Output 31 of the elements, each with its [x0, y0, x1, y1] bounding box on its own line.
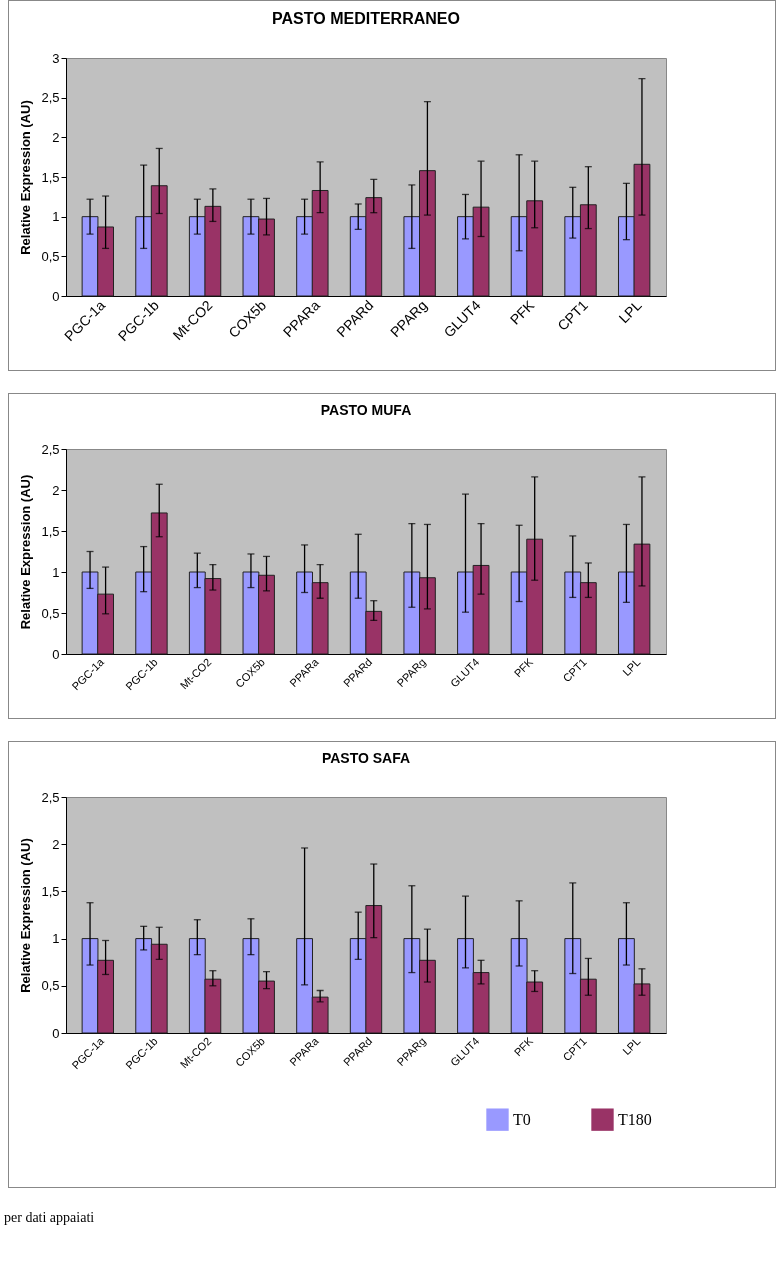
- x-tick-label: LPL: [615, 296, 645, 327]
- legend-label: T180: [618, 1110, 652, 1128]
- legend-label: T0: [513, 1110, 531, 1128]
- chart-title: PASTO MUFA: [320, 402, 412, 418]
- y-tick-label: 0,5: [41, 605, 60, 621]
- y-tick-label: 0: [52, 646, 60, 662]
- y-tick-label: 3: [52, 50, 60, 66]
- y-axis-title: Relative Expression (AU): [18, 100, 34, 255]
- y-tick-label: 1: [52, 209, 60, 225]
- y-tick-label: 1: [52, 564, 60, 580]
- y-tick-label: 1: [52, 931, 60, 947]
- y-tick-label: 2,5: [41, 90, 60, 106]
- x-tick-label: LPL: [620, 655, 643, 679]
- chart-title: PASTO MEDITERRANEO: [272, 10, 460, 27]
- y-tick-label: 2,5: [41, 441, 60, 457]
- y-tick-label: 1,5: [41, 883, 60, 899]
- y-tick-label: 0: [52, 1025, 60, 1041]
- text: per dati appaiati: [4, 1210, 96, 1226]
- y-tick-label: 0,5: [41, 248, 60, 264]
- y-tick-label: 2,5: [41, 789, 60, 805]
- y-tick-label: 1,5: [41, 523, 60, 539]
- y-axis-title: Relative Expression (AU): [18, 474, 34, 630]
- y-tick-label: 0: [52, 288, 60, 304]
- y-axis-title: Relative Expression (AU): [18, 838, 34, 993]
- y-tick-label: 2: [52, 836, 60, 852]
- y-tick-label: 2: [52, 129, 60, 145]
- chart-title: PASTO SAFA: [321, 750, 411, 766]
- y-tick-label: 2: [52, 482, 60, 498]
- y-tick-label: 1,5: [41, 169, 60, 185]
- y-tick-label: 0,5: [41, 978, 60, 994]
- x-tick-label: LPL: [620, 1034, 643, 1058]
